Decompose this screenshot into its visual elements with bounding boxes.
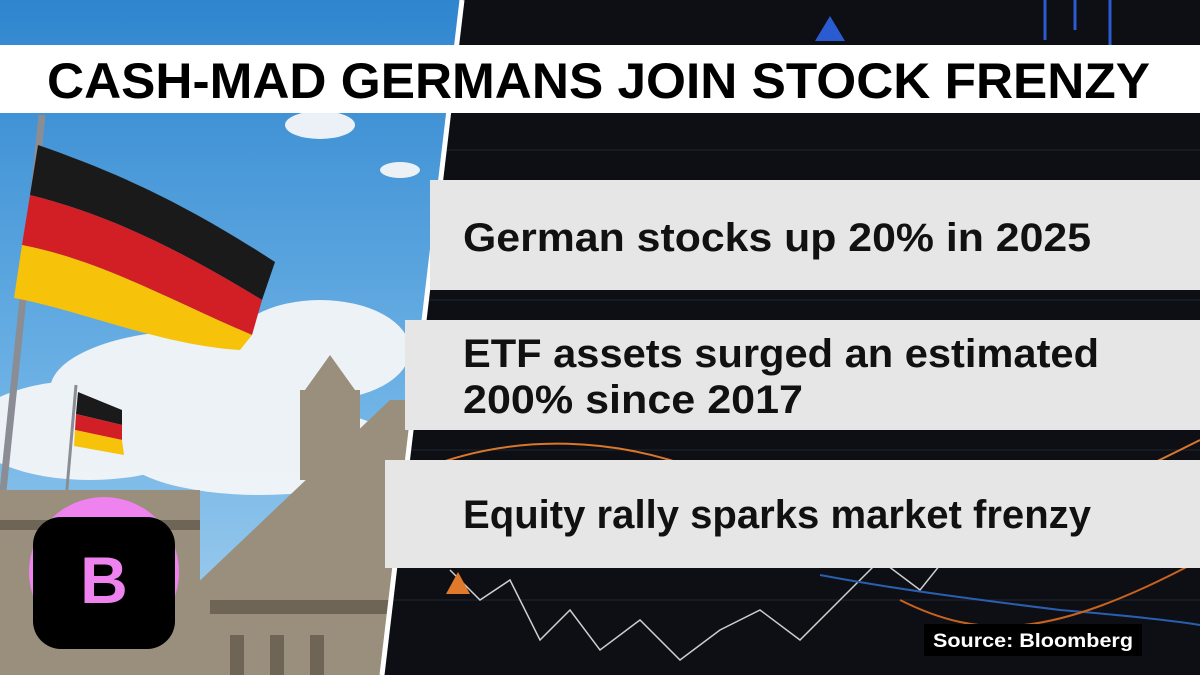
flag <box>14 145 275 350</box>
candles <box>1043 0 1112 45</box>
logo-letter: B <box>80 543 128 617</box>
title: CASH-MAD GERMANS JOIN STOCK FRENZY <box>47 53 1150 109</box>
marker <box>815 16 845 41</box>
bullet-box <box>385 460 1200 568</box>
title-band <box>0 45 1200 113</box>
bullet-box <box>430 180 1200 290</box>
source: Source: Bloomberg <box>933 631 1133 652</box>
blue-line <box>819 574 1200 626</box>
bullet-text: 200% since 2017 <box>463 378 803 422</box>
small-pole <box>64 384 78 501</box>
white-line <box>449 539 961 661</box>
bullet-text: Equity rally sparks market frenzy <box>463 493 1092 537</box>
source-box <box>924 624 1142 656</box>
bullet-text: German stocks up 20% in 2025 <box>463 216 1091 260</box>
screen-grid <box>382 149 1200 601</box>
logo-square <box>33 517 175 649</box>
bullet-box <box>405 320 1200 430</box>
marker <box>446 572 470 594</box>
bullet-text: ETF assets surged an estimated <box>463 332 1099 376</box>
